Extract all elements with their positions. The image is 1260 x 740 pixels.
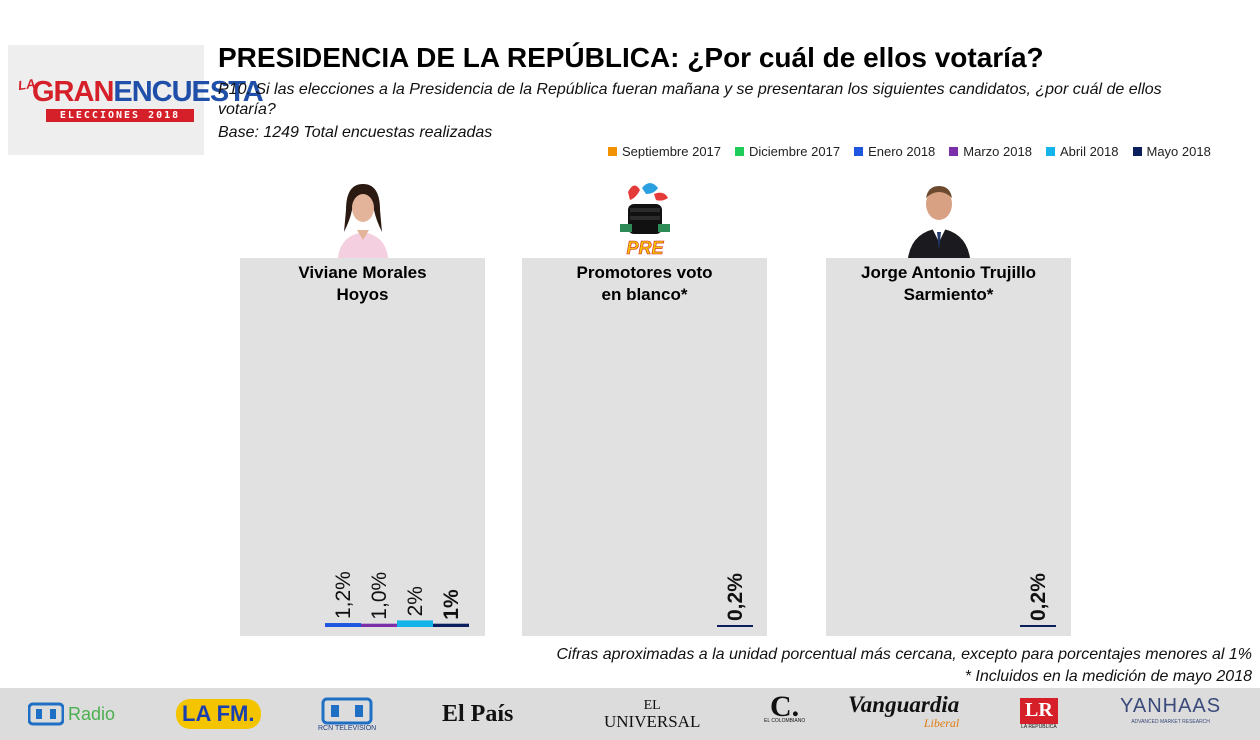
legend-label: Abril 2018 — [1059, 144, 1119, 159]
yanhaas-text: YANHAAS — [1120, 695, 1222, 717]
page-title: PRESIDENCIA DE LA REPÚBLICA: ¿Por cuál d… — [218, 42, 1044, 73]
bar-value-label: 1% — [440, 589, 463, 620]
bar-value-label: 1,2% — [332, 571, 355, 619]
candidate-name-line: Hoyos — [336, 285, 389, 304]
bar-value-label: 0,2% — [1027, 573, 1050, 621]
bar-value-label: 1,0% — [368, 572, 391, 620]
legend-item: Septiembre 2017 — [608, 144, 721, 159]
legend-swatch — [1132, 147, 1142, 156]
la-republica-sub-text: LA REPÚBLICA — [1021, 724, 1057, 730]
legend-swatch — [608, 147, 617, 156]
legend-label: Marzo 2018 — [963, 144, 1032, 159]
rcn-tv-icon — [321, 697, 373, 724]
rcn-tv-text: RCN TELEVISION — [318, 724, 377, 732]
el-colombiano-sub-text: EL COLOMBIANO — [764, 718, 806, 724]
legend-item: Enero 2018 — [854, 144, 935, 159]
bar — [433, 623, 469, 627]
el-pais-text: El País — [442, 700, 514, 727]
candidate-name: Viviane Morales Hoyos — [240, 262, 485, 306]
vanguardia-text: Vanguardia — [848, 692, 960, 717]
bar-value-label: 2% — [404, 586, 427, 616]
woman-portrait-icon — [332, 180, 394, 258]
candidate-name: Promotores voto en blanco* — [522, 262, 767, 306]
el-colombiano-text: C. — [770, 690, 800, 723]
bar — [717, 625, 753, 627]
bar-value-label: 0,2% — [724, 573, 747, 621]
el-universal-logo: EL UNIVERSAL — [604, 688, 700, 740]
legend-swatch — [1045, 147, 1055, 156]
la-republica-logo: LR LA REPÚBLICA — [1020, 688, 1058, 740]
candidate-name: Jorge Antonio Trujillo Sarmiento* — [826, 262, 1071, 306]
bar — [397, 620, 433, 627]
legend-swatch — [949, 147, 959, 156]
gran-encuesta-logo: LA GRANENCUESTA ELECCIONES 2018 — [8, 45, 264, 155]
rcn-radio-text: Radio — [68, 703, 116, 724]
legend-swatch — [735, 147, 745, 156]
bar — [361, 623, 397, 627]
pre-fist-logo-icon: PRE — [614, 180, 676, 258]
svg-text:PRE: PRE — [626, 238, 664, 258]
rcn-radio-icon — [28, 702, 64, 726]
legend-item: Marzo 2018 — [949, 144, 1032, 159]
legend-swatch — [854, 147, 864, 156]
candidate-name-line: en blanco* — [601, 285, 688, 304]
rounding-note: Cifras aproximadas a la unidad porcentua… — [556, 646, 1253, 663]
candidate-panel: Jorge Antonio Trujillo Sarmiento* — [826, 258, 1071, 636]
bar — [1020, 625, 1056, 627]
candidate-panel: Viviane Morales Hoyos — [240, 258, 485, 636]
logo-gran-text: GRAN — [32, 76, 114, 108]
candidate-name-line: Jorge Antonio Trujillo — [860, 263, 1037, 282]
el-universal-top-text: EL — [643, 698, 661, 713]
candidate-name-line: Viviane Morales — [298, 263, 427, 282]
el-pais-logo: El País — [442, 688, 513, 740]
chart-legend: Septiembre 2017 Diciembre 2017 Enero 2018 M… — [608, 144, 1211, 159]
candidate-panel: Promotores voto en blanco* — [522, 258, 767, 636]
legend-label: Enero 2018 — [868, 144, 936, 159]
lafm-logo: LA FM. — [176, 688, 261, 740]
la-republica-text: LR — [1025, 699, 1053, 721]
legend-label: Diciembre 2017 — [749, 144, 841, 159]
logo-main-text: GRANENCUESTA — [32, 76, 264, 108]
man-portrait-icon — [908, 180, 970, 258]
question-text: P10. Si las elecciones a la Presidencia … — [218, 81, 1162, 118]
candidate-name-line: Sarmiento* — [903, 285, 994, 304]
lafm-text: LA FM. — [176, 699, 261, 729]
rcn-radio-logo: Radio — [28, 688, 115, 740]
sponsor-footer: Radio LA FM. RCN TELEVISION El País EL U… — [0, 688, 1260, 740]
vanguardia-logo: Vanguardia Liberal — [848, 688, 959, 740]
included-note: * Incluidos en la medición de mayo 2018 — [964, 668, 1252, 685]
candidate-name-line: Promotores voto — [576, 263, 713, 282]
el-universal-bottom-text: UNIVERSAL — [604, 712, 701, 731]
logo-elecciones-band: ELECCIONES 2018 — [46, 109, 194, 122]
legend-item: Abril 2018 — [1045, 144, 1119, 159]
yanhaas-sub-text: ADVANCED MARKET RESEARCH — [1131, 719, 1210, 725]
legend-item: Mayo 2018 — [1132, 144, 1211, 159]
el-colombiano-logo: C. EL COLOMBIANO — [764, 688, 805, 740]
logo-encuesta-text: ENCUESTA — [113, 76, 263, 108]
legend-label: Septiembre 2017 — [622, 144, 722, 159]
legend-label: Mayo 2018 — [1146, 144, 1211, 159]
base-text: Base: 1249 Total encuestas realizadas — [218, 124, 493, 141]
rcn-tv-logo: RCN TELEVISION — [318, 688, 376, 740]
yanhaas-logo: YANHAAS ADVANCED MARKET RESEARCH — [1120, 688, 1221, 740]
bar — [325, 623, 361, 627]
la-republica-badge: LR — [1020, 698, 1058, 724]
legend-item: Diciembre 2017 — [735, 144, 840, 159]
vanguardia-sub-text: Liberal — [923, 716, 960, 730]
